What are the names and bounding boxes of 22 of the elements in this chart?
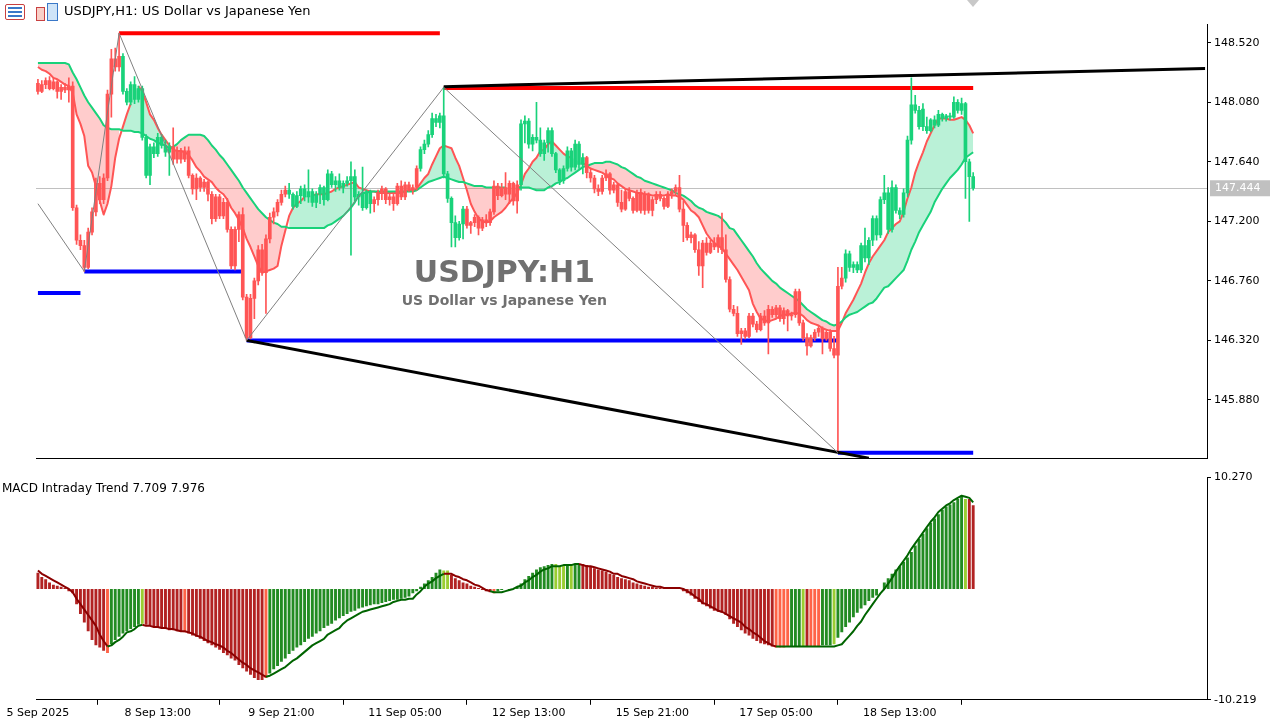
x-tick-label: 17 Sep 05:00 bbox=[739, 706, 813, 720]
y-tick-label: 147.640 bbox=[1214, 154, 1260, 168]
y-tick-label: -10.219 bbox=[1214, 692, 1257, 706]
y-tick-label: 147.200 bbox=[1214, 214, 1260, 228]
x-tick-label: 18 Sep 13:00 bbox=[863, 706, 937, 720]
x-tick-label: 5 Sep 2025 bbox=[6, 706, 70, 720]
annotation: USDJPY:H1 bbox=[413, 253, 595, 289]
ref-line-label: 147.444 bbox=[1215, 181, 1261, 195]
y-tick-label: 146.320 bbox=[1214, 333, 1260, 347]
x-tick-label: 9 Sep 21:00 bbox=[248, 706, 315, 720]
x-tick-label: 11 Sep 05:00 bbox=[368, 706, 442, 720]
y-tick-label: 145.880 bbox=[1214, 392, 1260, 406]
x-tick-label: 8 Sep 13:00 bbox=[124, 706, 191, 720]
y-tick-label: 10.270 bbox=[1214, 470, 1253, 484]
x-tick-label: 15 Sep 21:00 bbox=[615, 706, 690, 720]
y-tick-label: 146.760 bbox=[1214, 273, 1260, 287]
annotation: US Dollar vs Japanese Yen bbox=[401, 292, 608, 309]
chart-title: MACD Intraday Trend 7.709 7.976 bbox=[2, 480, 205, 495]
x-tick-label: 12 Sep 13:00 bbox=[492, 706, 566, 720]
y-tick-label: 148.080 bbox=[1214, 95, 1260, 109]
y-tick-label: 148.520 bbox=[1214, 35, 1260, 49]
chart-title: USDJPY,H1: US Dollar vs Japanese Yen bbox=[64, 3, 311, 19]
